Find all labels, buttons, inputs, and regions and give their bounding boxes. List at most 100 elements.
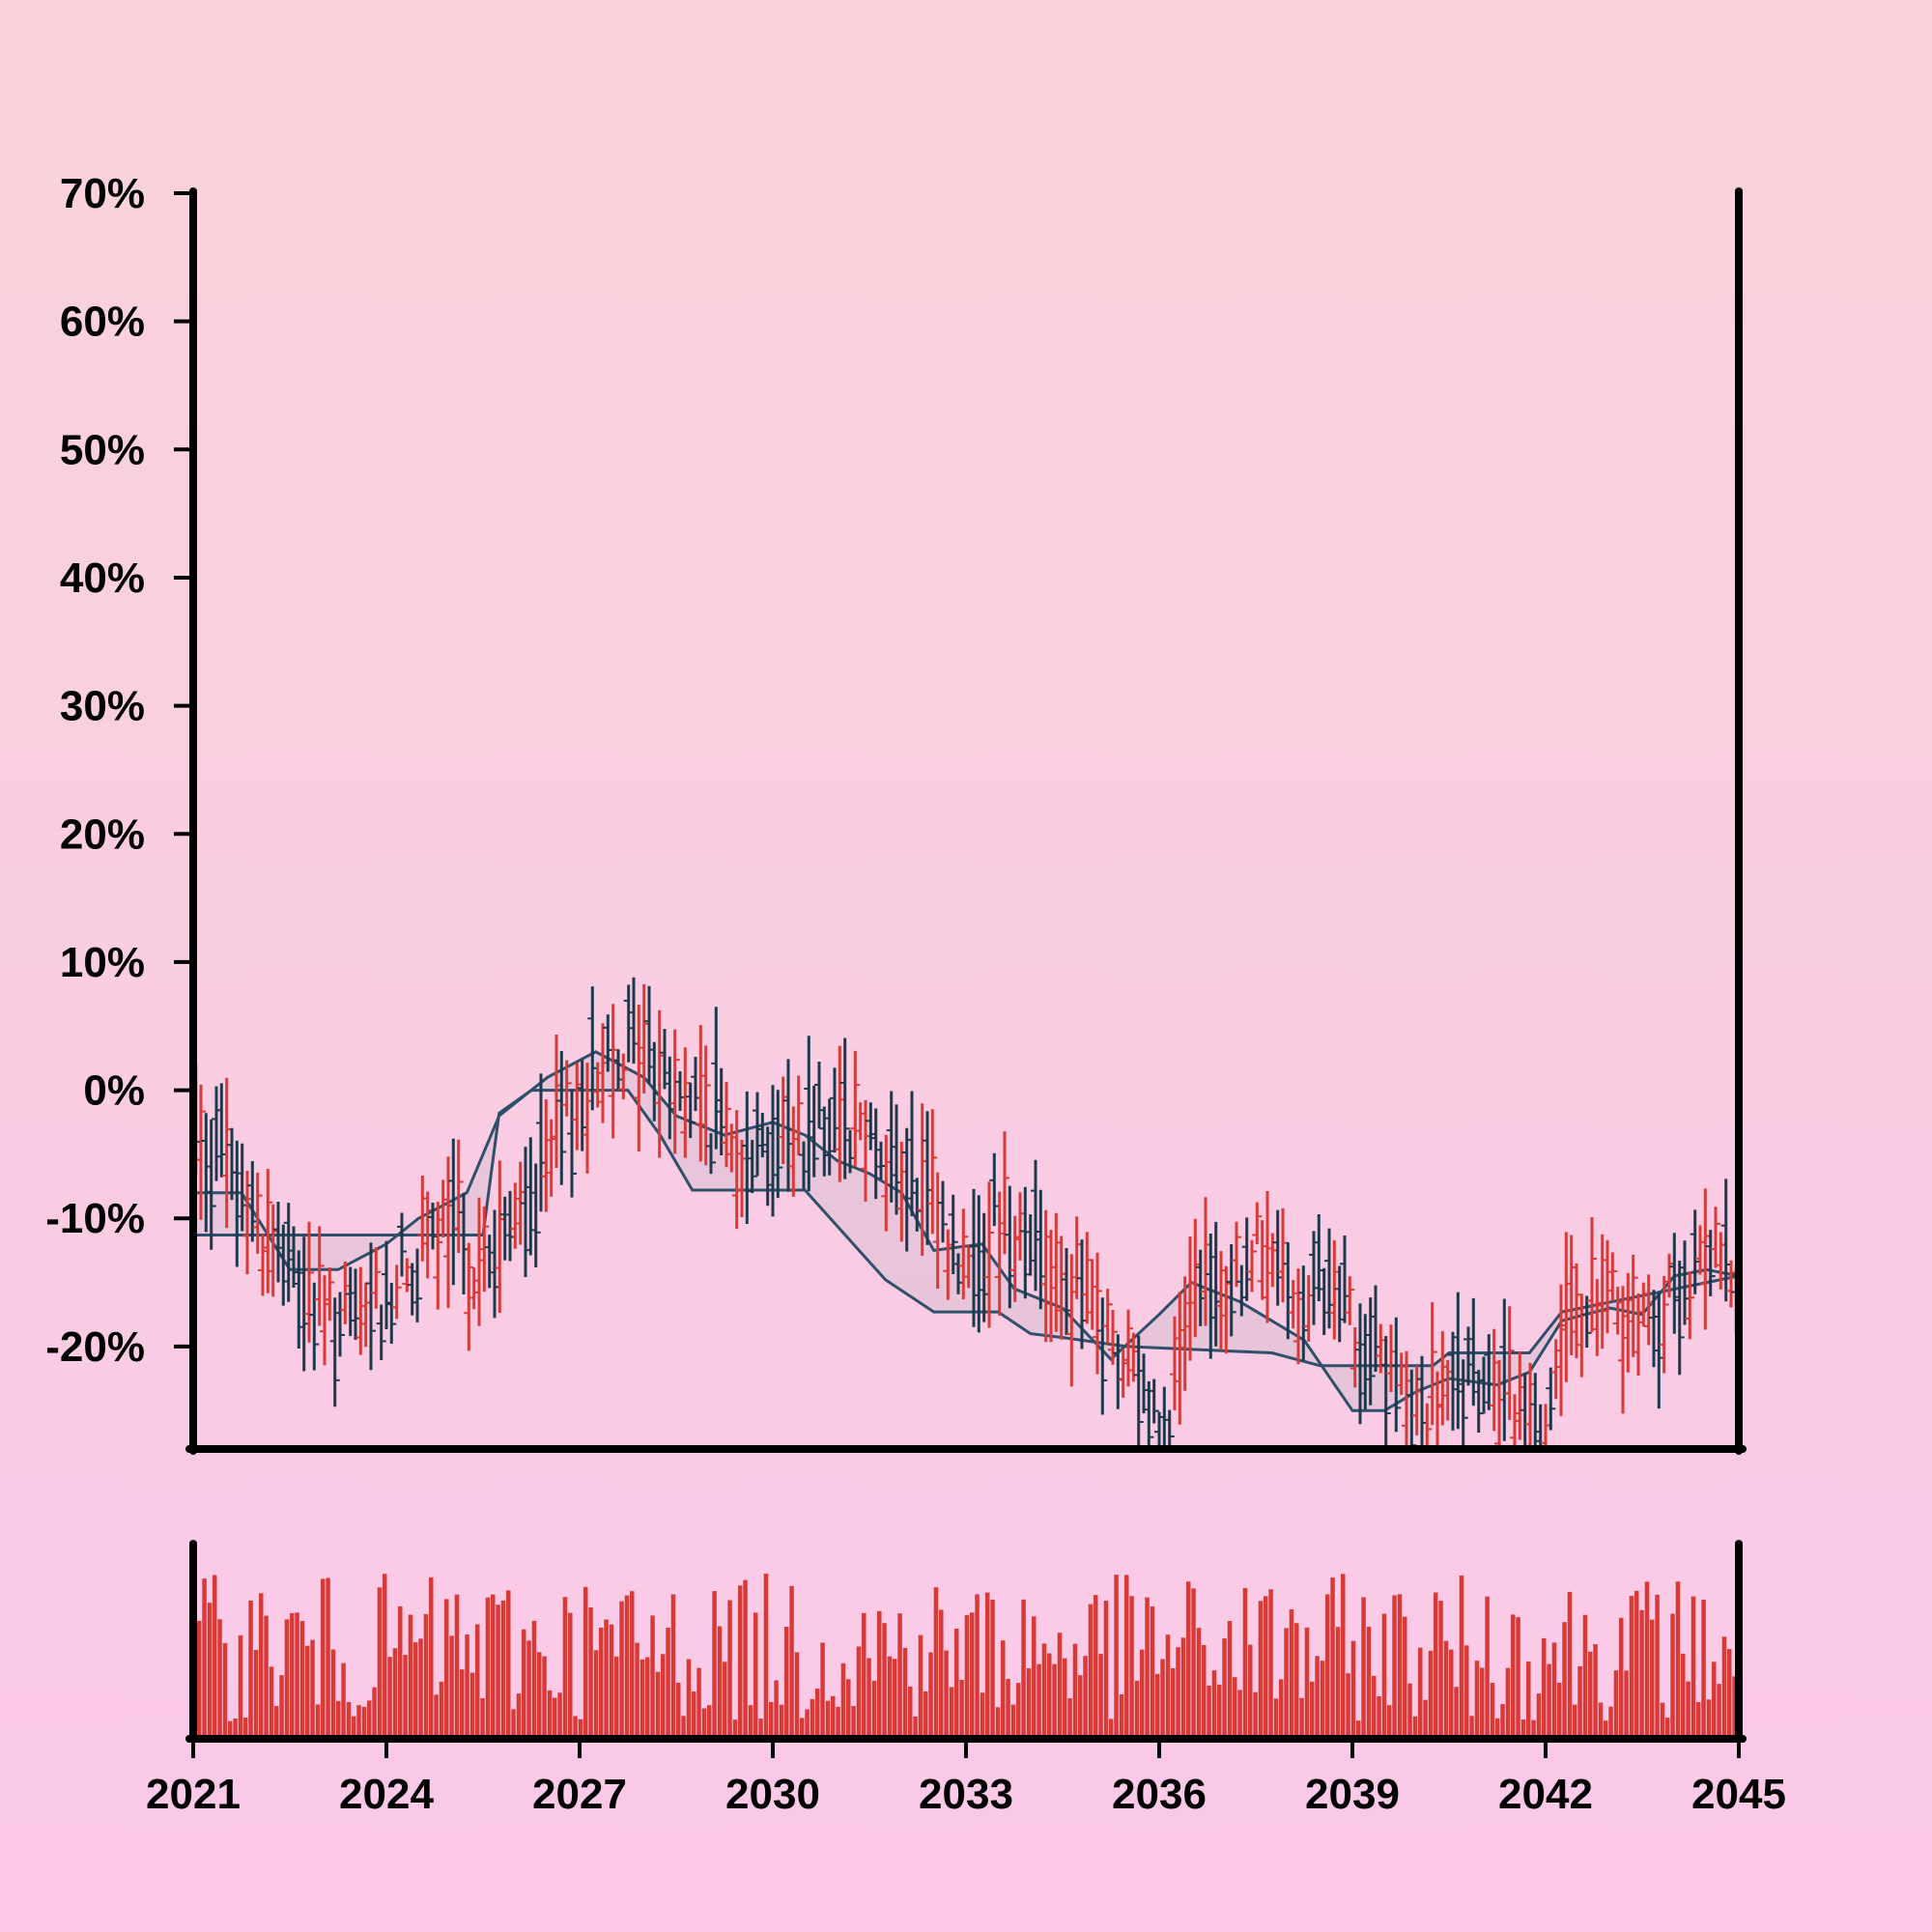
volume-bar <box>588 1607 593 1739</box>
volume-bar <box>475 1624 480 1739</box>
ohlc-bar <box>629 977 639 1065</box>
y-tick-label: 50% <box>60 426 145 473</box>
ohlc-bar <box>1139 1353 1149 1414</box>
ohlc-bar <box>309 1282 320 1371</box>
volume-bar <box>1428 1650 1434 1739</box>
x-axis: 2021 2024 2027 2030 2033 2036 2039 2042 2045 <box>146 1739 1786 1818</box>
ohlc-bar <box>1118 1349 1128 1398</box>
ohlc-bar <box>839 1037 850 1179</box>
volume-bar <box>856 1646 862 1739</box>
ohlc-bar <box>1319 1267 1329 1335</box>
volume-bar <box>918 1634 923 1739</box>
volume-bar <box>398 1605 403 1739</box>
volume-bar <box>712 1591 717 1739</box>
volume-bar <box>1485 1596 1490 1739</box>
volume-bar <box>480 1698 485 1739</box>
volume-bar <box>243 1718 248 1739</box>
ohlc-bar <box>1278 1208 1288 1303</box>
volume-bar <box>1171 1668 1176 1739</box>
ohlc-bar <box>397 1212 407 1277</box>
volume-bar <box>1372 1675 1377 1739</box>
y-tick-label: -20% <box>45 1323 145 1371</box>
volume-bar <box>1582 1614 1588 1739</box>
volume-bar <box>1094 1595 1098 1739</box>
volume-bar <box>1551 1642 1557 1739</box>
ohlc-bar <box>938 1180 948 1243</box>
ohlc-bar <box>1020 1186 1031 1299</box>
x-tick-label: 2027 <box>532 1771 627 1818</box>
ohlc-bar <box>1340 1236 1350 1323</box>
volume-bar <box>222 1642 228 1739</box>
volume-bar <box>383 1574 387 1739</box>
volume-bar <box>1335 1627 1341 1739</box>
volume-bar <box>1655 1594 1660 1739</box>
ohlc-bar <box>1550 1339 1561 1400</box>
volume-bar <box>1613 1670 1619 1739</box>
ohlc-bar <box>391 1264 402 1320</box>
ohlc-bar <box>1365 1297 1376 1406</box>
ohlc-bar <box>360 1282 371 1348</box>
volume-bar <box>439 1681 444 1739</box>
ohlc-bar <box>1720 1179 1731 1302</box>
volume-bar <box>676 1683 681 1739</box>
ohlc-bar <box>1252 1202 1263 1245</box>
y-tick-label: 20% <box>60 810 145 858</box>
ohlc-bar <box>660 1029 669 1090</box>
ohlc-bars <box>190 977 1742 1450</box>
volume-bar <box>995 1707 1001 1739</box>
volume-bar <box>1681 1653 1686 1739</box>
ohlc-bar <box>490 1209 499 1319</box>
y-tick-label: 0% <box>83 1067 145 1115</box>
volume-bar <box>202 1578 207 1739</box>
y-tick-label: 60% <box>60 298 145 346</box>
volume-bar <box>1047 1653 1052 1739</box>
volume-bar <box>902 1647 908 1739</box>
volume-bar <box>1325 1594 1330 1739</box>
ohlc-bar <box>1623 1272 1634 1373</box>
volume-bar <box>1443 1640 1449 1739</box>
volume-bar <box>506 1590 511 1739</box>
volume-bar <box>1264 1596 1268 1739</box>
volume-bar <box>346 1701 352 1739</box>
ohlc-bar <box>1607 1252 1618 1301</box>
volume-bar <box>1160 1659 1165 1739</box>
volume-bar <box>748 1705 753 1739</box>
volume-bar <box>1098 1654 1103 1739</box>
volume-bar <box>1542 1637 1547 1739</box>
volume-bar <box>1063 1658 1067 1739</box>
ohlc-bar <box>1448 1331 1458 1431</box>
volume-bar <box>264 1615 269 1739</box>
volume-bar <box>1001 1640 1006 1739</box>
volume-bar <box>1593 1644 1598 1739</box>
ohlc-bar <box>1226 1244 1236 1337</box>
volume-bar <box>259 1593 264 1739</box>
volume-bar <box>681 1716 686 1739</box>
volume-bar <box>939 1609 944 1739</box>
volume-bar <box>1227 1621 1233 1739</box>
volume-bar <box>1454 1687 1459 1739</box>
volume-bar <box>1124 1575 1129 1739</box>
volume-bar <box>1202 1645 1207 1739</box>
volume-bar <box>1021 1599 1026 1739</box>
volume-bar <box>871 1680 877 1739</box>
ohlc-bar <box>484 1235 495 1289</box>
volume-bar <box>253 1650 259 1739</box>
volume-bar <box>831 1695 836 1739</box>
ohlc-bar <box>1133 1335 1144 1449</box>
ohlc-bar <box>263 1169 273 1293</box>
volume-bar <box>238 1634 243 1739</box>
volume-bar <box>1191 1588 1196 1739</box>
volume-bar <box>305 1645 310 1739</box>
volume-bar <box>1660 1702 1665 1739</box>
volume-bar <box>547 1690 553 1739</box>
volume-bar <box>1176 1647 1180 1739</box>
volume-bar <box>1639 1609 1644 1739</box>
ohlc-bar <box>1603 1239 1612 1334</box>
volume-bar <box>1588 1651 1593 1739</box>
volume-bar <box>1253 1691 1258 1739</box>
volume-bar <box>1474 1661 1480 1739</box>
volume-bar <box>1526 1662 1531 1739</box>
ohlc-bar <box>1272 1209 1283 1306</box>
volume-bar <box>1505 1667 1511 1739</box>
